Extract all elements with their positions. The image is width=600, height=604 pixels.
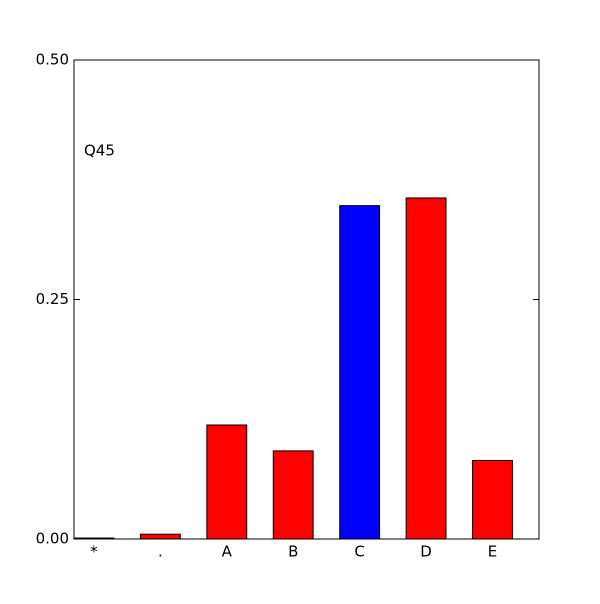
bar bbox=[472, 459, 513, 540]
x-tick-label: E bbox=[488, 543, 497, 561]
x-tick-label: D bbox=[420, 543, 432, 561]
y-tick-label: 0.00 bbox=[36, 530, 69, 548]
y-tick-label: 0.25 bbox=[36, 290, 69, 308]
y-tick-label: 0.50 bbox=[36, 51, 69, 69]
bar bbox=[339, 205, 381, 540]
x-tick-label: * bbox=[90, 543, 98, 561]
x-tick-label: . bbox=[158, 543, 163, 561]
bar bbox=[206, 424, 248, 540]
bar bbox=[272, 450, 314, 540]
bar bbox=[139, 533, 181, 540]
annotation: Q45 bbox=[84, 142, 115, 160]
x-tick-label: C bbox=[354, 543, 364, 561]
bar bbox=[405, 197, 447, 540]
x-tick-label: A bbox=[222, 543, 233, 561]
x-tick-label: B bbox=[288, 543, 298, 561]
plot-frame bbox=[73, 59, 540, 540]
